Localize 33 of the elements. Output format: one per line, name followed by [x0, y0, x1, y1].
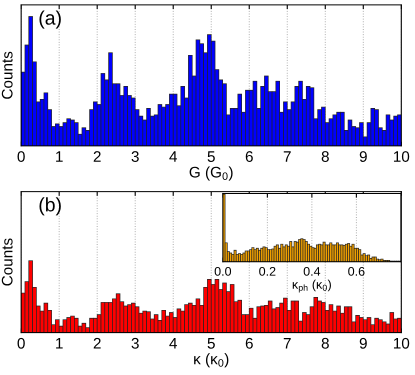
y-axis-title: Counts: [2, 52, 13, 99]
x-tick-label: 0.2: [259, 266, 276, 276]
x-tick-label: 6: [246, 151, 253, 162]
x-tick-label: 8: [322, 338, 329, 349]
x-tick-label: 4: [169, 338, 178, 349]
x-tick-label: 1: [56, 338, 63, 349]
x-tick-label: 10: [394, 338, 410, 349]
y-axis-title: Counts: [2, 238, 13, 286]
x-tick-label: 0.6: [348, 266, 365, 276]
x-tick-label: 10: [394, 151, 410, 162]
x-tick-label: 7: [284, 151, 291, 162]
x-tick-label: 9: [360, 338, 367, 349]
text: (b): [39, 197, 61, 216]
x-tick-label: 2: [94, 151, 101, 162]
x-tick-label: 0.4: [304, 266, 320, 276]
x-tick-label: 3: [132, 151, 139, 162]
x-tick-label: 8: [322, 151, 329, 162]
x-axis-title: κ (κ$_{0}$): [194, 353, 228, 368]
x-tick-label: 5: [208, 151, 215, 162]
x-tick-label: 0.0: [214, 266, 232, 276]
x-tick-label: 3: [132, 338, 139, 349]
x-tick-label: 9: [360, 151, 367, 162]
x-tick-label: 5: [208, 338, 215, 349]
x-tick-label: 0: [18, 151, 25, 162]
annotation: (a): [39, 10, 61, 29]
x-tick-label: 2: [94, 338, 101, 349]
x-tick-label: 1: [56, 151, 63, 162]
x-axis-title: κ$_{ph}$ (κ$_{0}$): [292, 280, 331, 293]
x-tick-label: 7: [284, 338, 291, 349]
x-axis-title: G (G$_{0}$): [190, 166, 233, 181]
x-tick-label: 4: [169, 151, 178, 162]
x-tick-label: 6: [246, 338, 253, 349]
x-tick-label: 0: [18, 338, 25, 349]
